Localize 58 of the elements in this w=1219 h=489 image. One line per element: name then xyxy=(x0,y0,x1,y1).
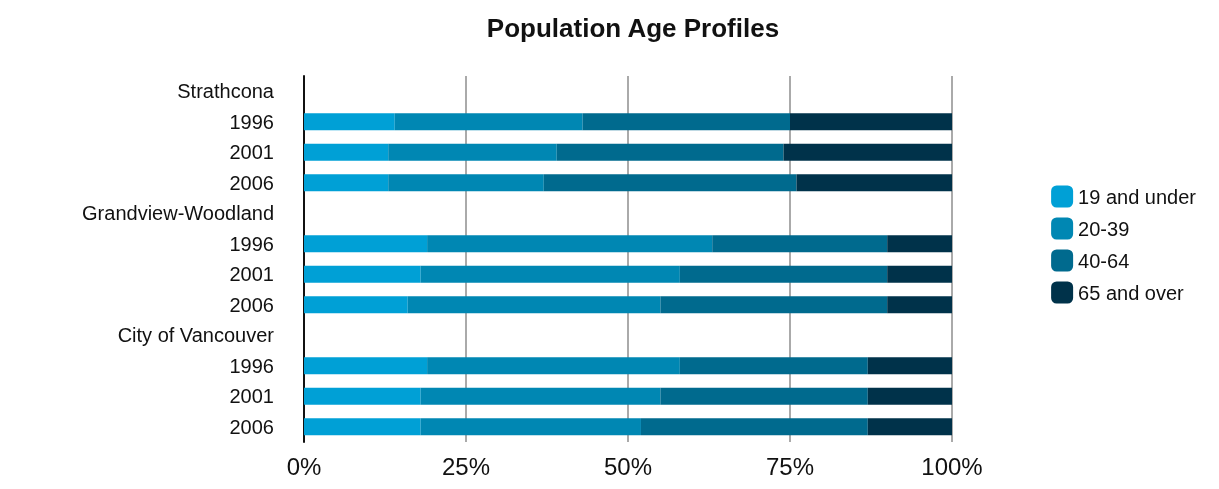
bar xyxy=(388,143,557,161)
y-tick-label: City of Vancouver xyxy=(117,324,275,347)
bar xyxy=(887,265,952,283)
y-tick-label: 2001 xyxy=(229,385,274,408)
bar xyxy=(543,174,797,192)
bar xyxy=(582,113,790,131)
x-tick-label: 25% xyxy=(441,452,491,480)
bar xyxy=(304,143,389,161)
x-tick-label: 75% xyxy=(765,452,815,480)
y-tick-label: 2006 xyxy=(229,293,274,316)
bar xyxy=(867,387,952,405)
bar xyxy=(796,174,952,192)
bar xyxy=(304,265,421,283)
y-tick-label: Grandview-Woodland xyxy=(82,202,274,225)
bar xyxy=(887,235,952,253)
bar xyxy=(304,296,408,314)
chart-title: Population Age Profiles xyxy=(486,13,780,43)
x-tick-label: 100% xyxy=(921,452,983,480)
x-tick-label: 50% xyxy=(603,452,653,480)
bar xyxy=(420,418,641,436)
legend-label: 65 and over xyxy=(1078,281,1185,304)
bar xyxy=(660,387,868,405)
bar xyxy=(556,143,784,161)
bar xyxy=(867,357,952,375)
bar xyxy=(304,235,428,253)
y-tick-label: 2006 xyxy=(229,415,274,438)
bar xyxy=(304,387,421,405)
bar xyxy=(420,387,661,405)
bar xyxy=(420,265,680,283)
y-tick-label: 1996 xyxy=(229,110,274,133)
bar xyxy=(407,296,661,314)
bar xyxy=(388,174,544,192)
bar xyxy=(304,113,395,131)
bar xyxy=(304,174,389,192)
y-tick-label: Strathcona xyxy=(177,80,275,103)
bar xyxy=(304,357,428,375)
y-tick-label: 2006 xyxy=(229,171,274,194)
bar xyxy=(394,113,583,131)
bar xyxy=(679,265,888,283)
bar xyxy=(867,418,952,436)
y-tick-label: 2001 xyxy=(229,141,274,164)
bar xyxy=(783,143,952,161)
bar xyxy=(304,418,421,436)
bar xyxy=(427,357,680,375)
bar xyxy=(640,418,868,436)
y-tick-label: 1996 xyxy=(229,354,274,377)
y-tick-label: 1996 xyxy=(229,232,274,255)
bar xyxy=(679,357,868,375)
legend-label: 40-64 xyxy=(1078,249,1130,272)
legend-label: 20-39 xyxy=(1078,217,1130,240)
bar xyxy=(790,113,952,131)
legend-label: 19 and under xyxy=(1078,185,1197,208)
bar xyxy=(427,235,713,253)
bar xyxy=(712,235,888,253)
bar xyxy=(660,296,888,314)
bar xyxy=(887,296,952,314)
x-tick-label: 0% xyxy=(286,452,322,480)
y-tick-label: 2001 xyxy=(229,263,274,286)
